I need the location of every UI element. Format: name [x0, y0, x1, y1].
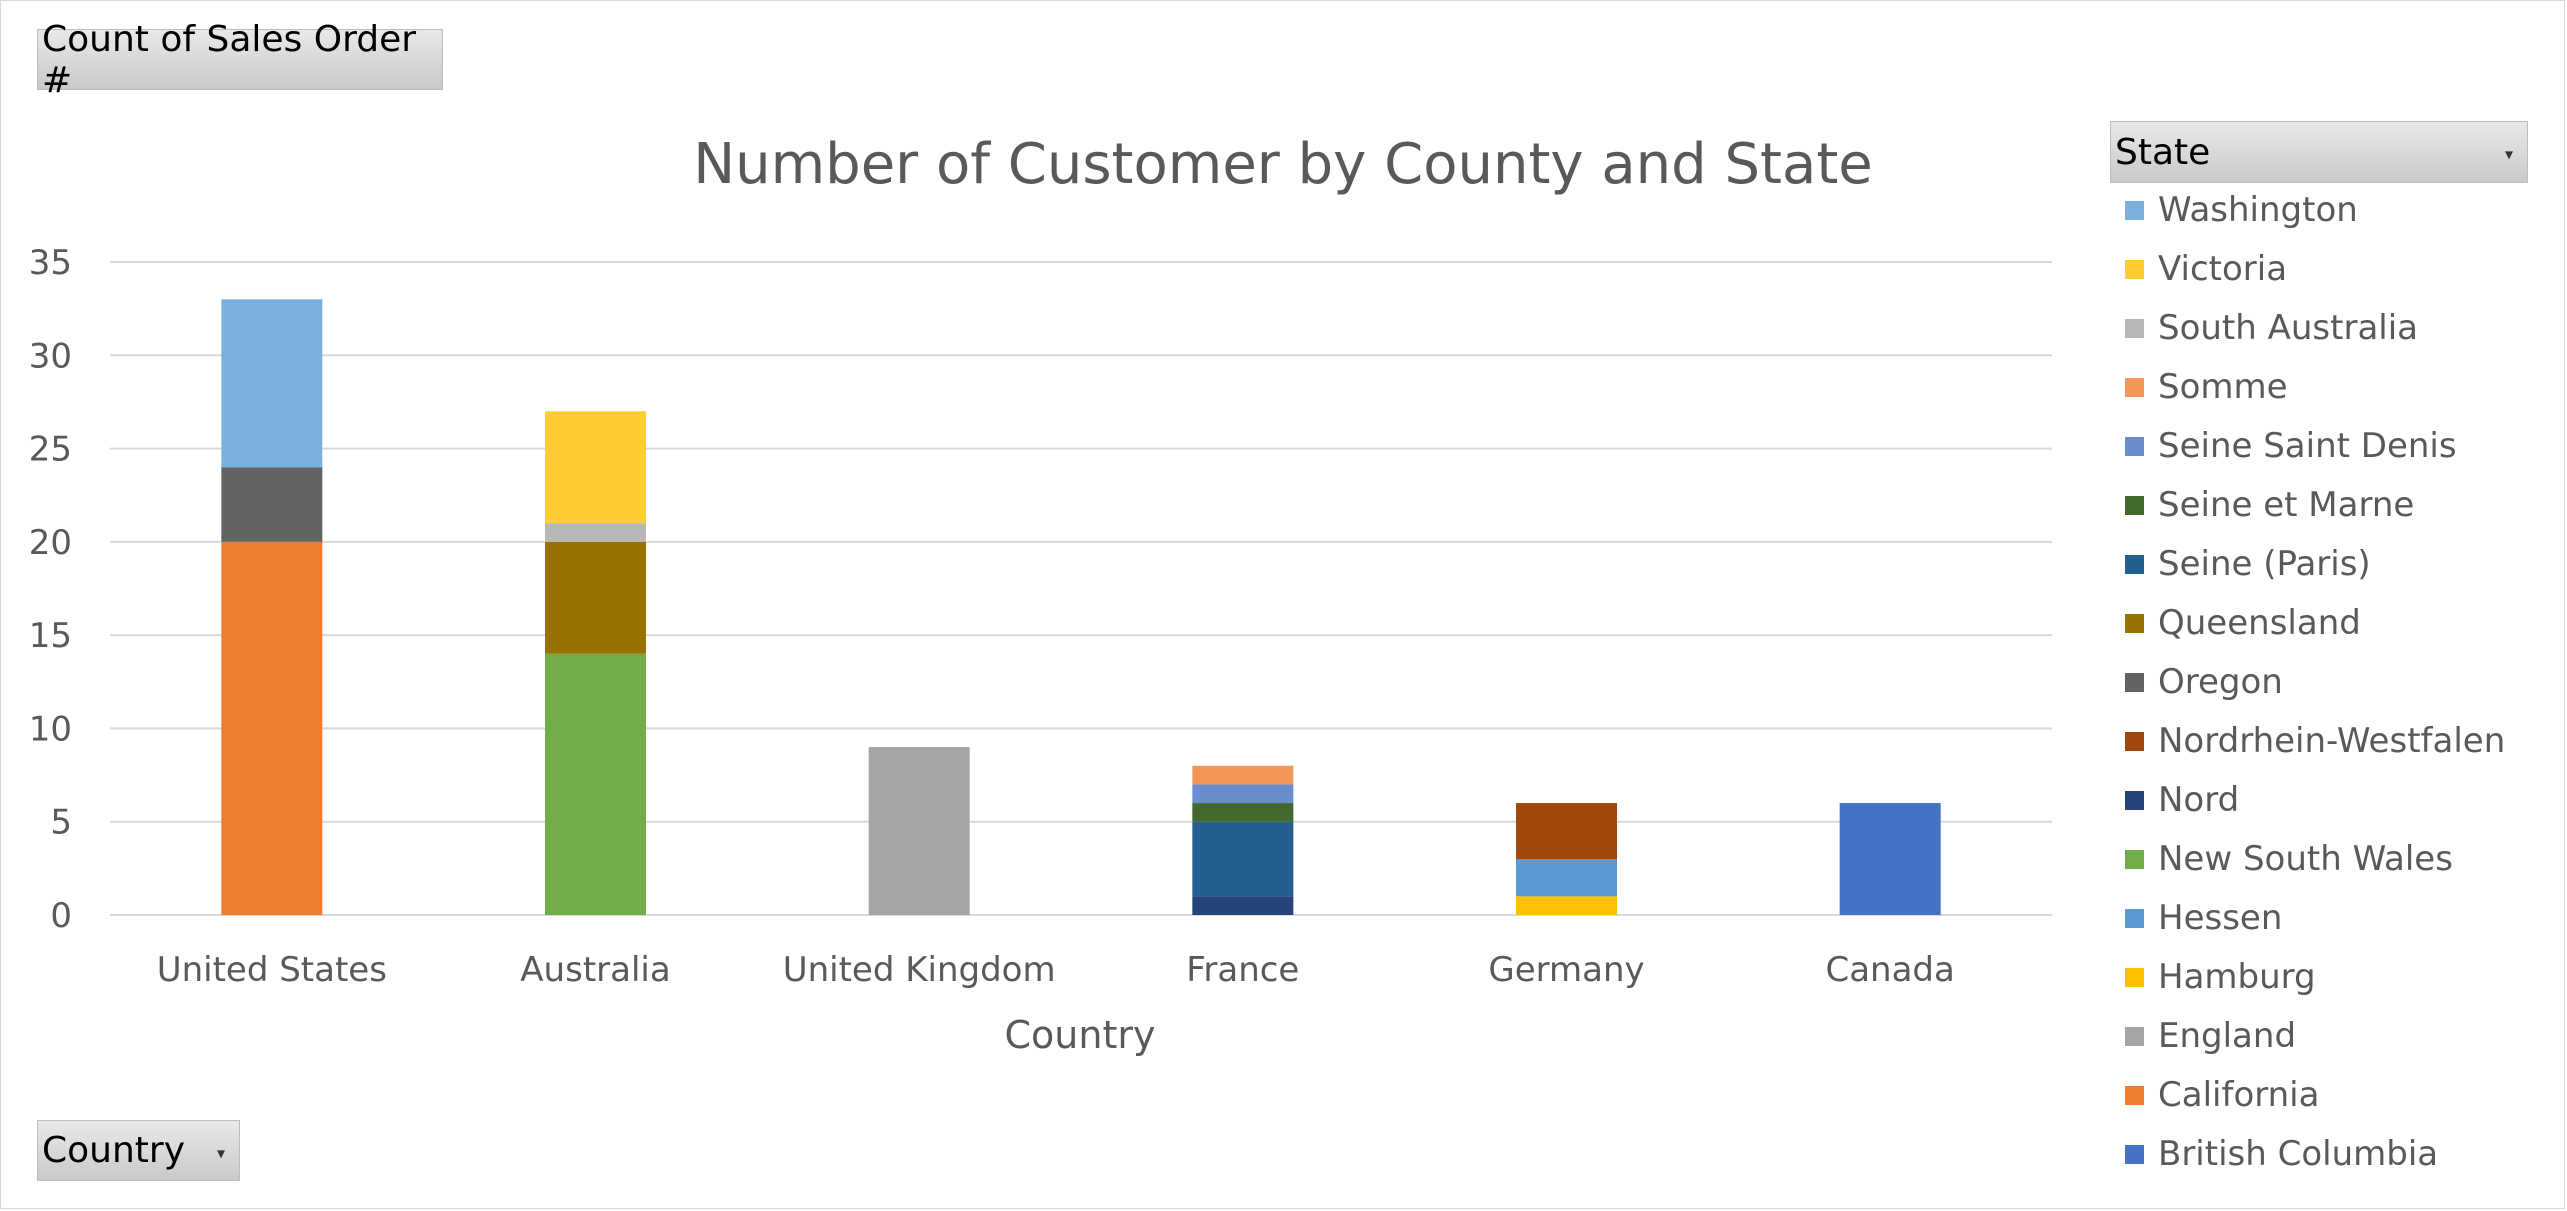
legend-item[interactable]: Seine (Paris) — [2125, 544, 2371, 584]
legend-label: Seine (Paris) — [2158, 544, 2371, 584]
axis-field-button[interactable]: Country ▾ — [37, 1120, 240, 1181]
legend-item[interactable]: Nord — [2125, 780, 2239, 820]
legend-swatch — [2125, 554, 2144, 574]
legend-swatch — [2125, 790, 2144, 810]
chart-title: Number of Customer by County and State — [693, 132, 1872, 197]
legend-swatch — [2125, 908, 2144, 928]
legend-label: Seine et Marne — [2158, 485, 2415, 525]
dropdown-arrow-icon[interactable]: ▾ — [2504, 144, 2513, 164]
axis-field-label: Country — [42, 1130, 186, 1171]
bar-segment[interactable] — [545, 523, 646, 542]
y-tick-label: 15 — [29, 616, 72, 656]
bar-segment[interactable] — [1192, 765, 1294, 785]
legend-item[interactable]: Washington — [2125, 190, 2358, 230]
legend-swatch — [2125, 436, 2144, 456]
bar-segment[interactable] — [1192, 803, 1294, 822]
legend-field-label: State — [2115, 131, 2211, 173]
bar-segment[interactable] — [1192, 784, 1294, 804]
legend-label: Oregon — [2158, 662, 2283, 702]
legend-label: Nordrhein-Westfalen — [2158, 721, 2506, 761]
legend-swatch — [2125, 495, 2144, 515]
y-tick-label: 5 — [50, 803, 72, 843]
bar-segment[interactable] — [221, 541, 323, 915]
legend-swatch — [2125, 967, 2144, 987]
bar-segment[interactable] — [221, 467, 323, 542]
bar-segment[interactable] — [1516, 896, 1617, 915]
y-tick-label: 30 — [29, 336, 72, 376]
dropdown-arrow-icon[interactable]: ▾ — [216, 1142, 225, 1162]
values-field-button[interactable]: Count of Sales Order # — [37, 19, 443, 101]
x-tick-label: Germany — [1488, 950, 1644, 990]
legend-label: Seine Saint Denis — [2158, 426, 2457, 466]
legend-label: Nord — [2158, 780, 2240, 820]
legend-label: Washington — [2158, 190, 2358, 230]
y-axis-ticks: 0 5 10 15 20 25 30 35 — [29, 243, 72, 936]
legend-swatch — [2125, 613, 2144, 633]
legend-swatch — [2125, 200, 2144, 220]
legend-label: England — [2158, 1016, 2297, 1056]
y-tick-label: 10 — [29, 709, 72, 749]
legend-item[interactable]: Somme — [2125, 367, 2288, 407]
legend-item[interactable]: Queensland — [2125, 603, 2361, 643]
bar-segment[interactable] — [868, 747, 970, 915]
legend-swatch — [2125, 377, 2144, 397]
legend-swatch — [2125, 672, 2144, 692]
legend-item[interactable]: Seine et Marne — [2125, 485, 2414, 525]
legend-item[interactable]: California — [2125, 1075, 2319, 1115]
y-tick-label: 35 — [29, 243, 72, 283]
legend-swatch — [2125, 259, 2144, 279]
legend-item[interactable]: Hamburg — [2125, 957, 2316, 997]
x-axis-ticks: United States Australia United Kingdom Fran… — [157, 950, 1955, 990]
legend-label: South Australia — [2158, 308, 2419, 348]
y-tick-label: 25 — [29, 430, 72, 470]
legend-item[interactable]: South Australia — [2125, 308, 2418, 348]
legend-label: Hamburg — [2158, 957, 2316, 997]
legend-swatch — [2125, 1026, 2144, 1046]
bar-segment[interactable] — [1192, 821, 1294, 897]
legend-label: New South Wales — [2158, 839, 2453, 879]
gridlines — [110, 261, 2052, 916]
x-tick-label: Canada — [1825, 950, 1954, 990]
x-tick-label: Australia — [520, 950, 670, 990]
x-axis-title: Country — [1005, 1013, 1156, 1057]
values-field-label: Count of Sales Order # — [42, 18, 417, 101]
bar-segment[interactable] — [221, 299, 323, 468]
bar-segment[interactable] — [545, 411, 646, 524]
bar-segment[interactable] — [1839, 803, 1941, 915]
legend-swatch — [2125, 731, 2144, 751]
y-tick-label: 0 — [50, 896, 72, 936]
legend-label: California — [2158, 1075, 2320, 1115]
y-tick-label: 20 — [29, 523, 72, 563]
legend-label: Queensland — [2158, 603, 2361, 643]
x-tick-label: United States — [157, 950, 387, 990]
legend-field-button[interactable]: State ▾ — [2110, 121, 2528, 183]
legend-item[interactable]: Hessen — [2125, 898, 2282, 938]
legend-item[interactable]: New South Wales — [2125, 839, 2453, 879]
legend-item[interactable]: Oregon — [2125, 662, 2283, 702]
legend-swatch — [2125, 318, 2144, 338]
legend-item[interactable]: England — [2125, 1016, 2296, 1056]
bar-segment[interactable] — [545, 653, 646, 915]
legend-item[interactable]: Seine Saint Denis — [2125, 426, 2457, 466]
legend-label: Somme — [2158, 367, 2288, 407]
legend-label: British Columbia — [2158, 1134, 2439, 1174]
bar-segment[interactable] — [1516, 803, 1617, 860]
legend-item[interactable]: Nordrhein-Westfalen — [2125, 721, 2505, 761]
bar-segment[interactable] — [545, 541, 646, 654]
legend-swatch — [2125, 849, 2144, 869]
bar-segment[interactable] — [1516, 859, 1617, 897]
x-tick-label: United Kingdom — [783, 950, 1056, 990]
x-tick-label: France — [1186, 950, 1299, 990]
bar-stacks — [221, 299, 1941, 915]
bar-segment[interactable] — [1192, 896, 1294, 915]
legend-swatch — [2125, 1144, 2144, 1164]
legend-label: Victoria — [2158, 249, 2288, 289]
legend-item[interactable]: Victoria — [2125, 249, 2287, 289]
legend-item[interactable]: British Columbia — [2125, 1134, 2438, 1174]
legend-label: Hessen — [2158, 898, 2283, 938]
legend-swatch — [2125, 1085, 2144, 1105]
